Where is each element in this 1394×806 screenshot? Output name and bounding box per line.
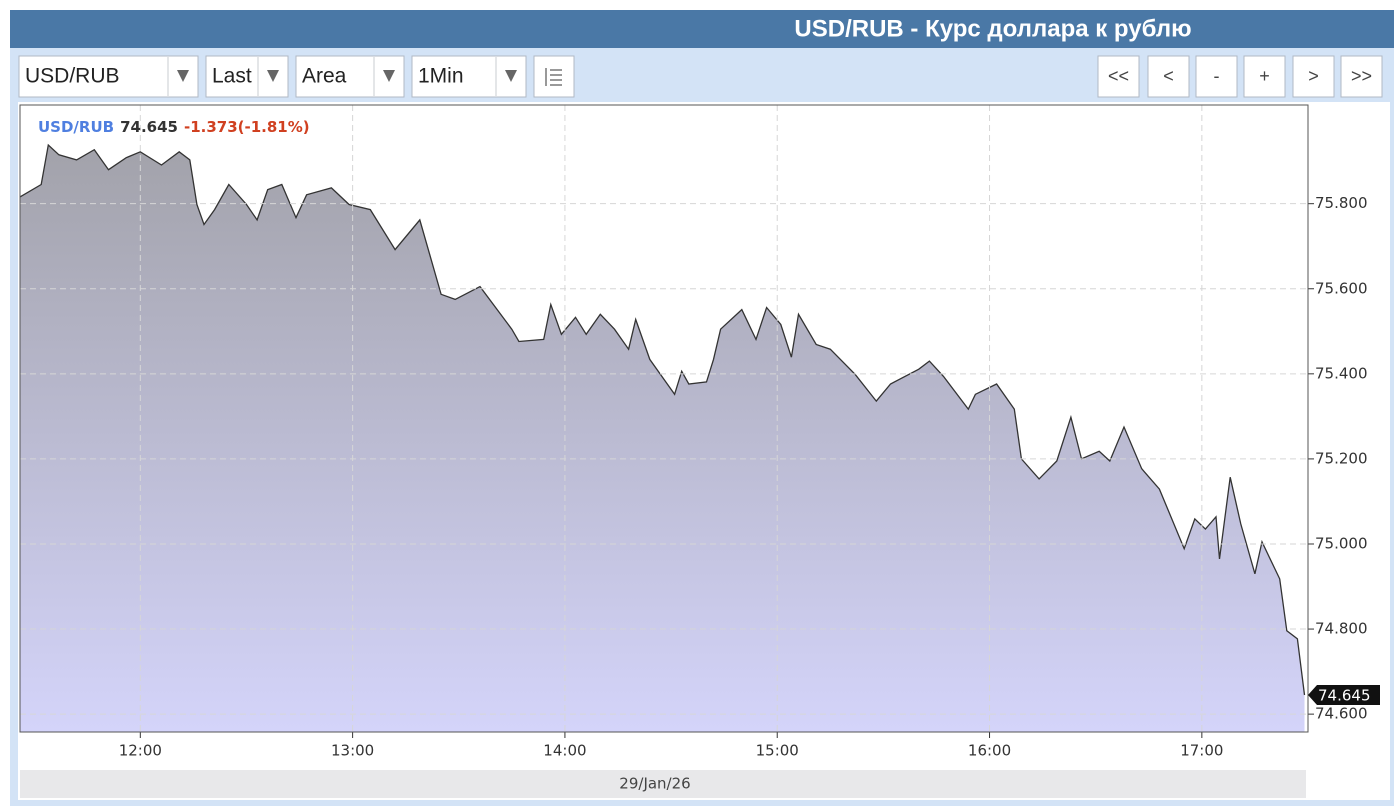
- nav-button[interactable]: [1340, 55, 1383, 98]
- dropdown-arrow: [383, 70, 395, 82]
- header-bar: [10, 10, 1394, 48]
- table-icon: [545, 68, 562, 86]
- select-label: Last: [212, 65, 252, 88]
- y-tick-label: 75.000: [1315, 534, 1368, 552]
- y-tick-label: 75.600: [1315, 279, 1368, 297]
- select-label: 1Min: [418, 65, 464, 88]
- y-tick-label: 75.200: [1315, 449, 1368, 467]
- nav-button[interactable]: [1243, 55, 1286, 98]
- dropdown-arrow: [267, 70, 279, 82]
- nav-button[interactable]: [1195, 55, 1238, 98]
- nav-button-label: <: [1163, 66, 1174, 86]
- select-label: USD/RUB: [25, 65, 120, 88]
- nav-button-label: -: [1214, 66, 1220, 86]
- table-button[interactable]: [533, 55, 575, 98]
- nav-button[interactable]: [1292, 55, 1335, 98]
- y-tick-label: 74.600: [1315, 705, 1368, 723]
- date-bar: [20, 770, 1306, 798]
- nav-button[interactable]: [1147, 55, 1190, 98]
- y-tick-label: 74.800: [1315, 620, 1368, 638]
- select[interactable]: [295, 55, 405, 98]
- last-price-marker: [1308, 684, 1380, 705]
- x-tick-label: 13:00: [331, 742, 374, 760]
- nav-button-label: >: [1308, 66, 1319, 86]
- y-tick-label: 75.400: [1315, 364, 1368, 382]
- x-tick-label: 17:00: [1180, 742, 1223, 760]
- x-tick-label: 16:00: [968, 742, 1011, 760]
- x-tick-label: 15:00: [756, 742, 799, 760]
- area: [20, 145, 1305, 732]
- last-price-label: 74.645: [1318, 686, 1371, 704]
- legend-last: 74.645: [120, 118, 178, 136]
- dropdown-arrow: [177, 70, 189, 82]
- nav-button[interactable]: [1097, 55, 1140, 98]
- toolbar: USD/RUB Last Area 1Min << < - + > >>: [18, 55, 1383, 98]
- legend: USD/RUB 74.645 -1.373(-1.81%): [38, 118, 310, 136]
- chart: 74.600 74.800 75.000 75.200 75.400 75.600 75.8…: [19, 104, 1380, 760]
- x-tick-label: 14:00: [543, 742, 586, 760]
- nav-button-label: <<: [1108, 66, 1129, 86]
- x-tick-label: 12:00: [119, 742, 162, 760]
- y-tick-label: 75.800: [1315, 194, 1368, 212]
- legend-change: -1.373(-1.81%): [184, 118, 310, 136]
- header-title: USD/RUB - Курс доллара к рублю: [794, 15, 1191, 42]
- nav-button-label: >>: [1351, 66, 1372, 86]
- nav-button-label: +: [1259, 66, 1270, 86]
- select[interactable]: [411, 55, 527, 98]
- plot-border: [19, 104, 1309, 733]
- line: [19, 143, 1306, 696]
- select-label: Area: [302, 65, 347, 88]
- x-axis-label: 29/Jan/26: [619, 775, 690, 793]
- dropdown-arrow: [505, 70, 517, 82]
- legend-symbol: USD/RUB: [38, 118, 114, 136]
